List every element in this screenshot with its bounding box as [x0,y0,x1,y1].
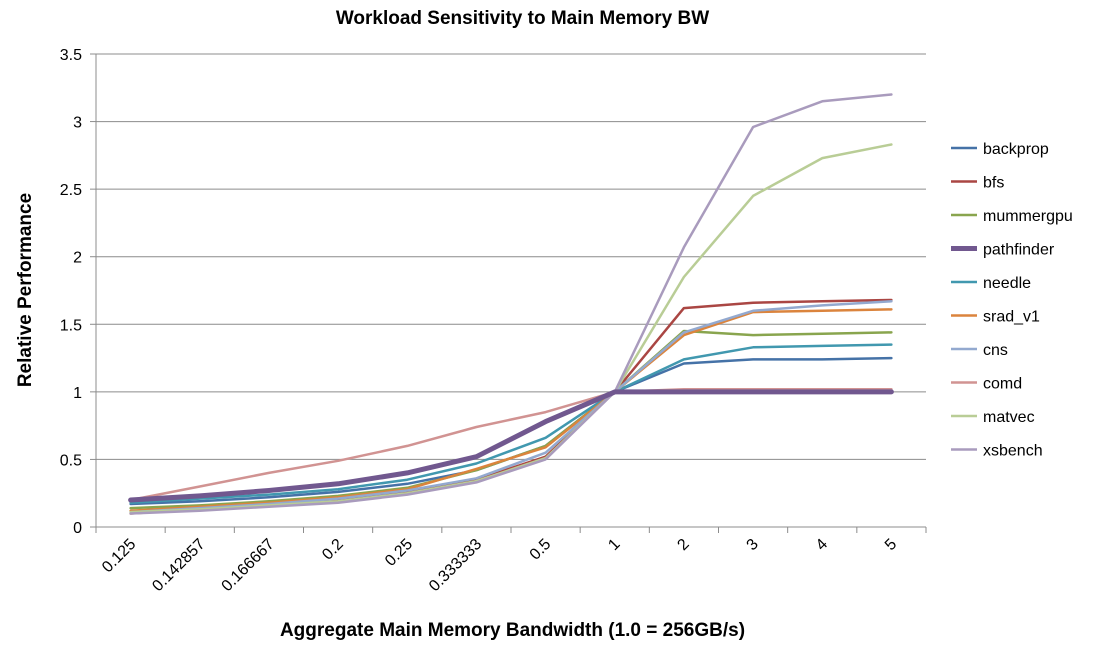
x-tick-label: 1 [605,536,623,554]
x-tick-label: 0.142857 [149,536,208,595]
x-tick-label: 0.5 [527,536,555,564]
gridlines [96,53,926,460]
x-tick-label: 4 [813,536,831,554]
legend-label-mummergpu: mummergpu [983,208,1073,225]
legend-label-srad_v1: srad_v1 [983,309,1040,326]
axes: 0 0.5 1 1.5 2 2.5 3 3.5 0.125 0.142857 0.166667 0.2… [60,47,927,595]
legend-label-cns: cns [983,342,1008,359]
x-tick-label: 0.125 [99,536,139,576]
y-tick-label: 0.5 [60,452,82,469]
legend: backprop bfs mummergpu pathfinder needle srad… [951,141,1073,460]
y-tick-label: 1.5 [60,317,82,334]
x-tick-label: 0.333333 [426,536,485,595]
x-tick-label: 3 [744,536,762,554]
y-tick-label: 3 [73,115,82,132]
x-tick-label: 0.25 [382,536,416,570]
y-tick-label: 3.5 [60,47,82,64]
x-tick-label: 2 [674,536,692,554]
legend-label-needle: needle [983,275,1031,292]
series-line-cns [129,300,893,514]
series-line-pathfinder [128,389,894,503]
legend-label-xsbench: xsbench [983,443,1043,460]
series-line-comd [129,387,893,502]
legend-label-comd: comd [983,376,1022,393]
legend-label-bfs: bfs [983,175,1004,192]
legend-label-backprop: backprop [983,141,1049,158]
series-line-xsbench [129,93,893,515]
y-axis-title: Relative Performance [15,192,36,388]
y-tick-label: 1 [73,385,82,402]
x-tick-label: 0.166667 [219,536,278,595]
x-axis-title: Aggregate Main Memory Bandwidth (1.0 = 2… [279,620,746,641]
x-tick-label: 0.2 [319,536,347,564]
y-tick-label: 0 [73,520,82,537]
series-line-backprop [129,356,893,506]
series-lines [128,93,894,515]
y-tick-label: 2 [73,250,82,267]
legend-label-matvec: matvec [983,409,1035,426]
chart-title: Workload Sensitivity to Main Memory BW [335,8,710,29]
series-line-needle [129,343,893,504]
legend-label-pathfinder: pathfinder [983,242,1055,259]
y-tick-label: 2.5 [60,182,82,199]
series-line-bfs [129,298,893,515]
x-tick-label: 5 [882,536,900,554]
series-line-srad_v1 [129,308,893,513]
